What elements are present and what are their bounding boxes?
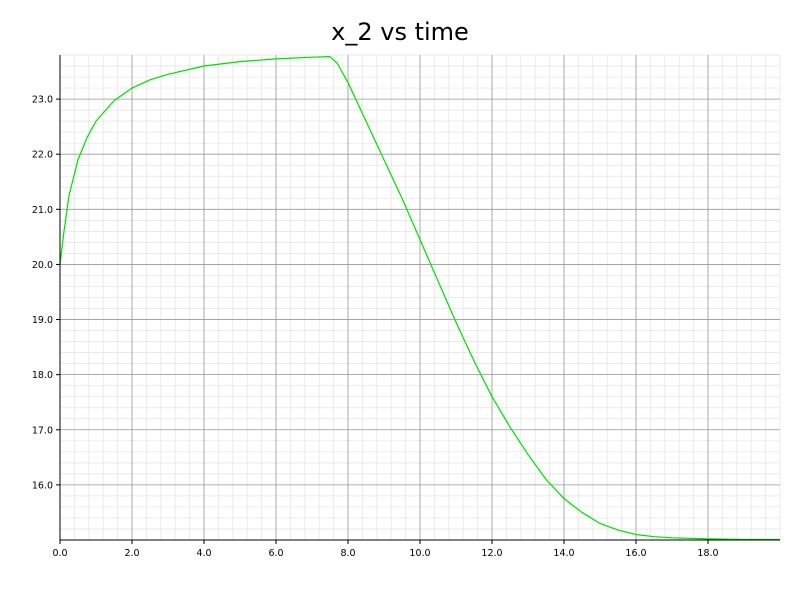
x-tick-label: 10.0 — [409, 548, 430, 559]
y-tick-label: 22.0 — [32, 150, 53, 161]
x-tick-label: 12.0 — [481, 548, 502, 559]
y-tick-label: 16.0 — [32, 480, 53, 491]
y-tick-label: 19.0 — [32, 315, 53, 326]
x-tick-label: 6.0 — [268, 548, 283, 559]
major-grid — [59, 55, 780, 540]
series-layer — [59, 56, 780, 541]
tick-labels: 0.0 2.0 4.0 6.0 8.0 10.0 12.0 14.0 16.0 18.0 16.0 1… — [32, 95, 719, 559]
y-tick-label: 17.0 — [32, 425, 53, 436]
chart-title: x_2 vs time — [331, 18, 469, 46]
series-line — [59, 56, 780, 541]
x-tick-label: 16.0 — [625, 548, 646, 559]
y-tick-label: 23.0 — [32, 95, 53, 106]
x-tick-label: 18.0 — [697, 548, 718, 559]
y-tick-label: 20.0 — [32, 260, 53, 271]
x-tick-label: 14.0 — [553, 548, 574, 559]
x-tick-label: 2.0 — [124, 548, 139, 559]
x-tick-label: 8.0 — [340, 548, 355, 559]
x-tick-label: 4.0 — [196, 548, 211, 559]
y-tick-label: 18.0 — [32, 370, 53, 381]
y-tick-label: 21.0 — [32, 205, 53, 216]
x-tick-label: 0.0 — [52, 548, 67, 559]
